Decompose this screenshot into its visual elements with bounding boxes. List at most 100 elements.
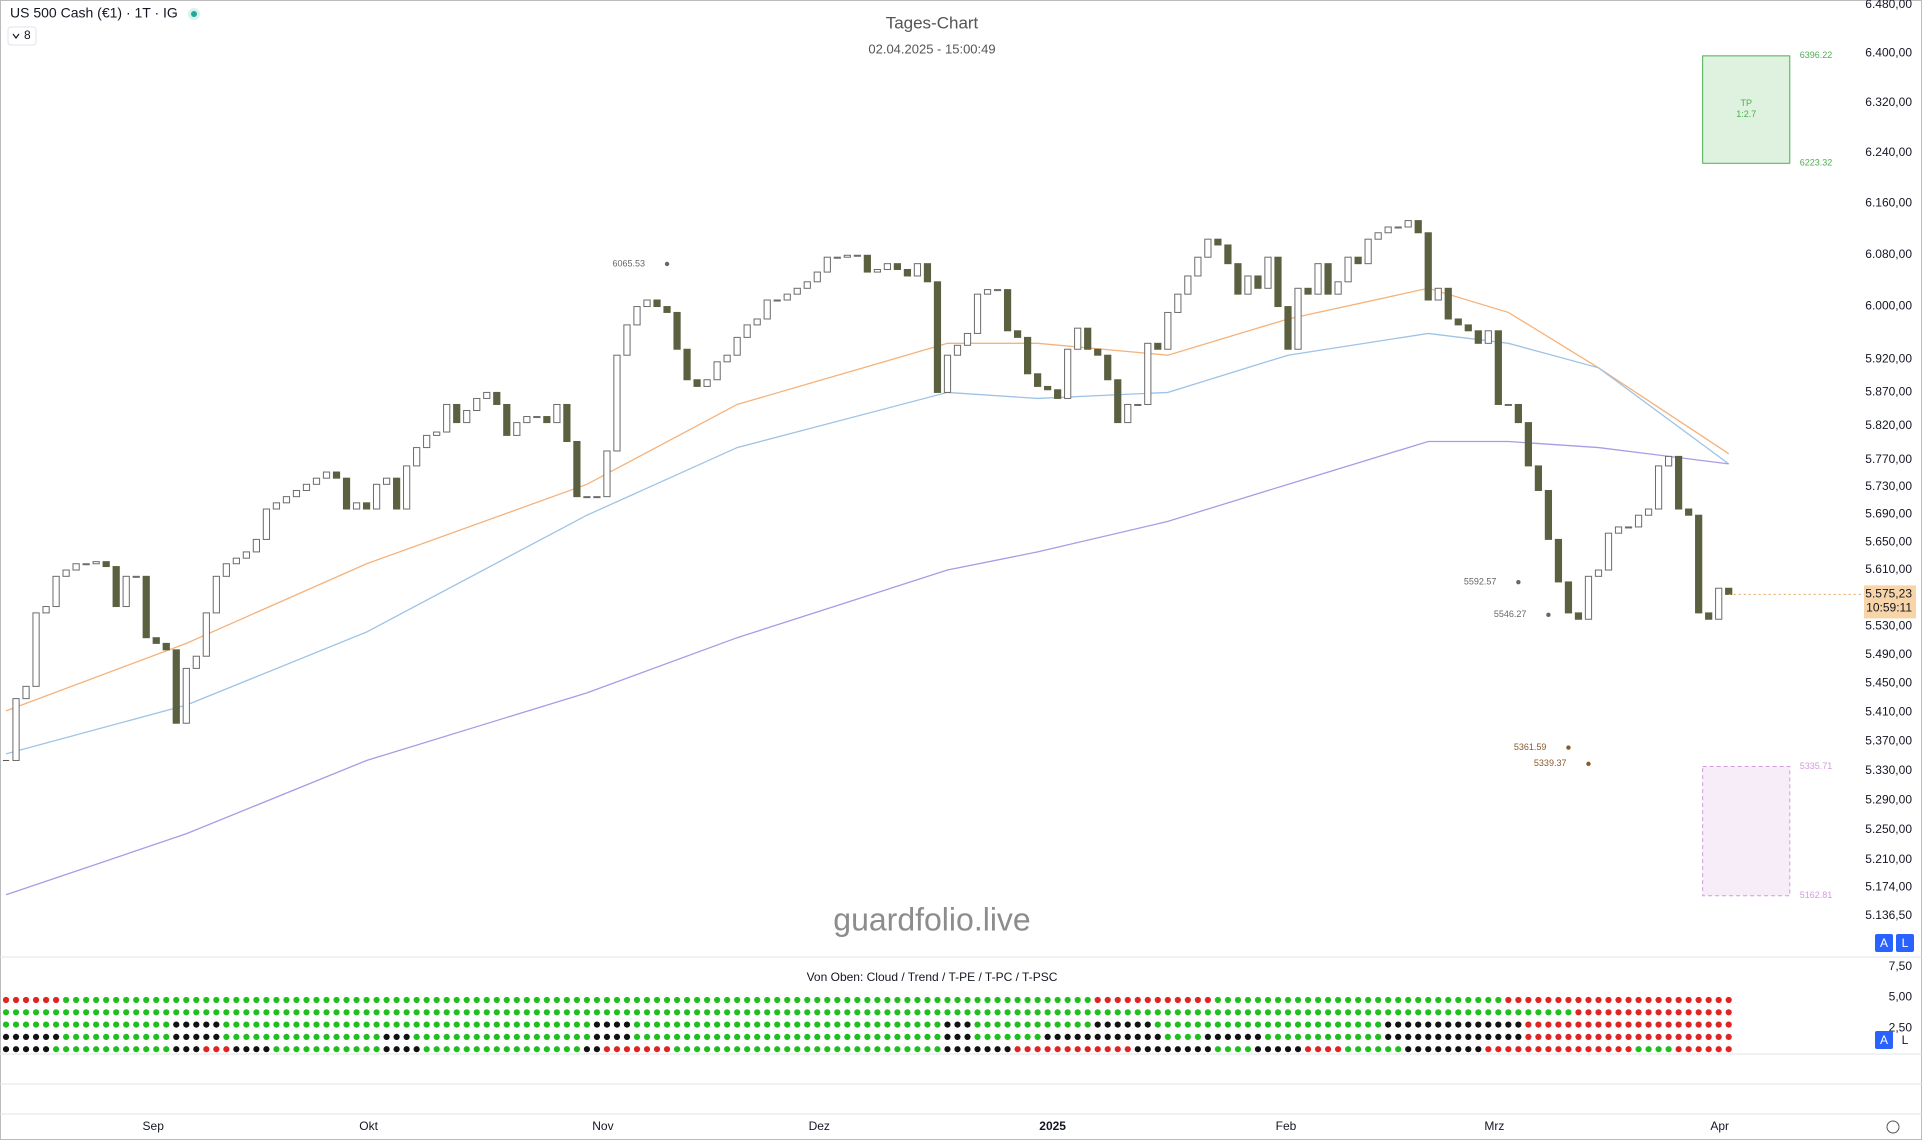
candle: [813, 271, 821, 283]
signal-dot: [794, 1021, 801, 1028]
signal-dot: [1495, 996, 1502, 1004]
signal-dot: [1324, 996, 1332, 1004]
candle: [1604, 532, 1613, 571]
candle: [1524, 422, 1532, 467]
signal-dot: [754, 1033, 761, 1040]
signal-dot: [1495, 1046, 1502, 1053]
signal-dot: [1104, 1046, 1111, 1053]
signal-dot: [203, 1046, 210, 1053]
signal-dot: [1495, 1009, 1502, 1016]
candle: [543, 416, 551, 424]
signal-dot: [563, 1021, 570, 1028]
signal-dot: [914, 996, 921, 1004]
signal-dot: [223, 1009, 230, 1016]
signal-dot: [1525, 1009, 1532, 1016]
signal-dot: [1184, 1046, 1191, 1053]
candle: [393, 477, 401, 510]
candle: [763, 299, 771, 320]
candle: [222, 563, 230, 577]
candle: [1614, 526, 1623, 534]
signal-dot: [704, 1046, 711, 1053]
y-tick-label: 6.160,00: [1865, 196, 1912, 210]
signal-dot: [1314, 1046, 1322, 1053]
box-level: 5162.81: [1800, 890, 1833, 900]
signal-dot: [884, 996, 891, 1004]
signal-dot: [854, 1009, 861, 1016]
signal-dot: [834, 1009, 841, 1016]
candle: [1054, 389, 1062, 399]
signal-dot: [163, 1021, 170, 1028]
signal-dot: [153, 1021, 160, 1028]
signal-dot: [1094, 996, 1101, 1004]
signal-dot: [73, 1021, 80, 1028]
scale-button[interactable]: [1875, 934, 1893, 952]
signal-dot: [603, 1021, 611, 1028]
signal-dot: [273, 1021, 280, 1028]
signal-dot: [303, 996, 310, 1004]
candle: [1174, 293, 1182, 313]
signal-dot: [994, 1021, 1001, 1028]
signal-dot: [714, 996, 721, 1004]
signal-dot: [623, 996, 631, 1004]
signal-dot: [693, 1033, 701, 1040]
candle: [663, 306, 671, 313]
signal-dot: [1024, 996, 1031, 1004]
candle: [1114, 379, 1122, 424]
signal-dot: [583, 1033, 591, 1040]
signal-dot: [483, 1046, 490, 1053]
sl-box: [1702, 766, 1791, 897]
signal-dot: [643, 1046, 651, 1053]
candle: [1624, 526, 1633, 529]
candle: [152, 637, 160, 644]
signal-dot: [774, 1021, 781, 1028]
signal-dot: [1294, 1033, 1302, 1040]
signal-dot: [1695, 1046, 1702, 1053]
signal-dot: [894, 1033, 901, 1040]
candle: [1134, 403, 1142, 406]
signal-dot: [1365, 1033, 1372, 1040]
signal-dot: [203, 1009, 210, 1016]
signal-dot: [1415, 1021, 1422, 1028]
signal-dot: [1655, 1009, 1662, 1016]
candle: [1374, 232, 1382, 240]
signal-dot: [1044, 1021, 1051, 1028]
candle: [1224, 244, 1232, 265]
signal-dot: [894, 996, 901, 1004]
signal-dot: [133, 1009, 140, 1016]
signal-dot: [1595, 1009, 1602, 1016]
badge[interactable]: [7, 26, 37, 46]
signal-dot: [1144, 1033, 1151, 1040]
signal-dot: [533, 996, 540, 1004]
signal-dot: [1345, 1021, 1352, 1028]
annotation-label: 5339.37: [1534, 758, 1567, 768]
scale-button[interactable]: [1896, 934, 1914, 952]
signal-dot: [1505, 1046, 1512, 1053]
signal-dot: [1074, 1046, 1081, 1053]
y-tick-label: 6.080,00: [1865, 247, 1912, 261]
signal-dot: [673, 1046, 681, 1053]
signal-dot: [453, 1009, 460, 1016]
signal-dot: [273, 996, 280, 1004]
signal-dot: [1415, 996, 1422, 1004]
signal-dot: [303, 1009, 310, 1016]
signal-dot: [303, 1033, 310, 1040]
signal-dot: [1214, 1033, 1222, 1040]
signal-dot: [693, 1021, 701, 1028]
signal-dot: [1595, 1033, 1602, 1040]
candle: [603, 450, 611, 498]
signal-dot: [884, 1009, 891, 1016]
signal-dot: [63, 1033, 70, 1040]
moving-average: [5, 332, 1730, 755]
signal-dot: [463, 996, 470, 1004]
symbol[interactable]: US 500 Cash (€1) · 1T · IG: [10, 5, 178, 21]
signal-dot: [423, 1021, 430, 1028]
settings-icon[interactable]: [1886, 1120, 1900, 1134]
signal-dot: [1284, 996, 1292, 1004]
signal-dot: [213, 996, 220, 1004]
signal-dot: [1294, 1009, 1302, 1016]
scale-button[interactable]: [1875, 1031, 1893, 1049]
signal-dot: [1615, 1021, 1622, 1028]
signal-dot: [153, 996, 160, 1004]
signal-dot: [333, 1046, 340, 1053]
candle: [1514, 403, 1522, 424]
